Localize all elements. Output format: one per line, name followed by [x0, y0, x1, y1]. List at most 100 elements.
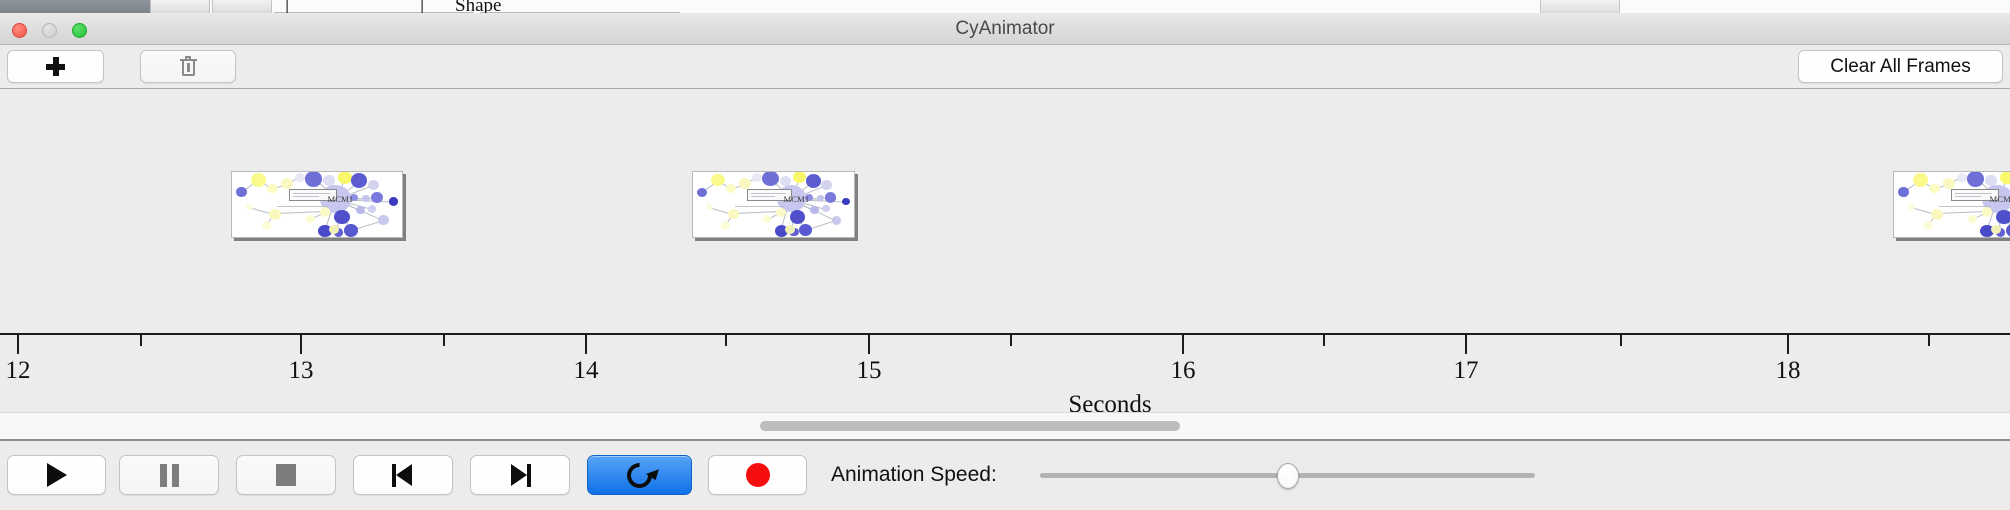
- animation-speed-slider[interactable]: [1040, 455, 1535, 495]
- ruler-major-tick: [1182, 335, 1184, 354]
- network-node: [1995, 227, 2006, 237]
- network-node: [1923, 221, 1934, 231]
- network-node: [343, 223, 358, 237]
- pause-button[interactable]: [119, 455, 219, 495]
- trash-icon: [179, 56, 197, 77]
- loop-toggle-button[interactable]: [587, 455, 692, 495]
- bg-window-label: Shape: [455, 0, 502, 13]
- network-annotation-box: [746, 189, 793, 201]
- minimize-window-button[interactable]: [42, 23, 57, 38]
- timeline-frame-thumbnail[interactable]: MCM1: [1893, 171, 2010, 238]
- bg-tab: [212, 0, 272, 13]
- network-node-label: MCM1: [1989, 194, 2010, 205]
- network-node: [728, 209, 740, 220]
- bg-tab-selected: [0, 0, 150, 13]
- network-node: [334, 209, 350, 225]
- timeline-scrollbar-track[interactable]: [0, 412, 2010, 439]
- annotation-text-line: [293, 195, 319, 198]
- network-graph: MCM1: [232, 172, 402, 237]
- network-edge: [733, 211, 782, 215]
- maximize-window-button[interactable]: [72, 23, 87, 38]
- bg-arc: [1780, 2, 1870, 13]
- bg-glyph: |: [285, 0, 290, 13]
- network-node: [319, 207, 331, 217]
- skip-to-start-button[interactable]: [353, 455, 453, 495]
- network-node: [762, 172, 779, 187]
- play-button[interactable]: [7, 455, 106, 495]
- network-node: [371, 192, 384, 203]
- ruler-tick-label: 13: [288, 357, 314, 384]
- ruler-tick-label: 15: [856, 357, 882, 384]
- network-node: [816, 194, 824, 202]
- ruler-tick-label: 16: [1170, 357, 1196, 384]
- network-node: [1996, 209, 2010, 225]
- network-node: [1931, 208, 1943, 220]
- bg-arc: [1880, 2, 1970, 13]
- ruler-major-tick: [868, 335, 870, 354]
- network-node: [825, 192, 837, 203]
- ruler-minor-tick: [1010, 335, 1012, 346]
- stop-button[interactable]: [236, 455, 336, 495]
- network-node: [774, 224, 788, 237]
- network-node: [1999, 172, 2010, 184]
- annotation-text-line: [1955, 195, 1981, 198]
- network-node: [305, 214, 315, 223]
- skip-back-icon: [392, 463, 414, 487]
- record-button[interactable]: [708, 455, 807, 495]
- ruler-major-tick: [17, 335, 19, 354]
- add-frame-button[interactable]: [7, 50, 104, 83]
- ruler-minor-tick: [1620, 335, 1622, 346]
- network-graph: MCM1: [1894, 172, 2010, 237]
- timeline-frame-thumbnail[interactable]: MCM1: [231, 171, 403, 238]
- timeline-panel[interactable]: MCM1 MCM1 MCM1 12 13 14 15 16 17 18 Seconds: [0, 89, 2010, 412]
- network-node: [821, 179, 832, 190]
- network-node: [1980, 224, 1994, 237]
- network-node: [337, 172, 352, 184]
- plus-icon: [46, 57, 65, 76]
- skip-forward-icon: [509, 463, 531, 487]
- network-node: [323, 175, 336, 187]
- network-node: [1967, 172, 1985, 187]
- delete-frame-button[interactable]: [140, 50, 236, 83]
- window-title-bar[interactable]: CyAnimator: [0, 13, 2010, 45]
- annotation-text-line: [751, 192, 787, 195]
- network-node: [318, 224, 332, 237]
- ruler-axis-title: Seconds: [1068, 391, 1152, 412]
- bg-arc: [1960, 4, 2010, 13]
- network-node: [806, 173, 822, 188]
- ruler-major-tick: [1465, 335, 1467, 354]
- network-graph: MCM1: [693, 172, 854, 237]
- skip-to-end-button[interactable]: [470, 455, 570, 495]
- network-node: [368, 205, 377, 213]
- network-annotation-box: [1950, 189, 1999, 201]
- network-node: [333, 227, 344, 237]
- network-node: [351, 173, 368, 188]
- network-node: [267, 184, 278, 194]
- network-node: [294, 172, 306, 183]
- timeline-frame-thumbnail[interactable]: MCM1: [692, 171, 855, 238]
- network-node: [1942, 177, 1956, 190]
- ruler-minor-tick: [1323, 335, 1325, 346]
- network-node: [821, 205, 830, 213]
- timeline-ruler[interactable]: 12 13 14 15 16 17 18 Seconds: [0, 333, 2010, 412]
- network-node: [798, 224, 812, 237]
- close-window-button[interactable]: [12, 23, 27, 38]
- network-node: [251, 173, 266, 187]
- clear-all-frames-button[interactable]: Clear All Frames: [1798, 50, 2003, 83]
- ruler-tick-label: 18: [1775, 357, 1801, 384]
- slider-thumb[interactable]: [1276, 463, 1299, 489]
- network-node: [711, 173, 726, 187]
- ruler-baseline: [0, 333, 2010, 335]
- network-node: [762, 215, 772, 223]
- playback-control-bar: Animation Speed:: [0, 439, 2010, 510]
- network-node: [1981, 207, 1993, 217]
- network-node: [789, 209, 805, 224]
- timeline-scrollbar-thumb[interactable]: [760, 421, 1180, 431]
- ruler-minor-tick: [140, 335, 142, 346]
- network-node-label: MCM1: [327, 194, 354, 205]
- network-node: [1967, 214, 1977, 223]
- network-node: [697, 187, 707, 197]
- network-node: [1913, 173, 1928, 187]
- annotation-text-line: [735, 205, 785, 207]
- bg-tab: [1540, 0, 1620, 13]
